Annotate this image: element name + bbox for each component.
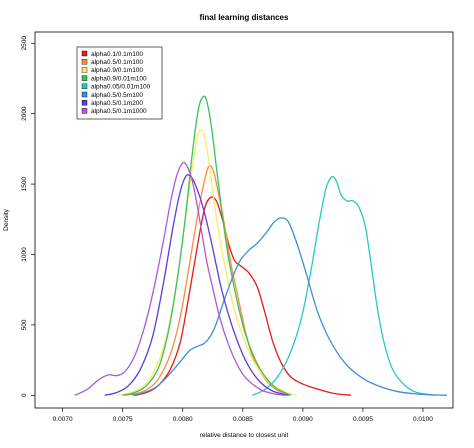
x-axis: 0.0070 0.0075 0.0080 0.0085 0.0090 0.0095 0.01… [53, 408, 433, 423]
legend-label: alpha0.5/0.1m200 [91, 100, 143, 107]
y-tick-label: 2000 [21, 106, 28, 121]
legend-box [76, 46, 163, 120]
legend: alpha0.1/0.1m100alpha0.5/0.1m100alpha0.9… [76, 46, 163, 120]
x-tick-label: 0.0075 [113, 416, 133, 423]
legend-swatch [81, 99, 88, 106]
x-tick-label: 0.0080 [173, 416, 193, 423]
x-tick-label: 0.0090 [293, 416, 313, 423]
legend-swatch [81, 67, 88, 73]
legend-label: alpha0.1/0.1m100 [91, 51, 143, 58]
series-layer [74, 95, 448, 396]
legend-swatch [81, 59, 88, 65]
legend-label: alpha0.9/0.01m100 [91, 75, 147, 82]
y-axis-label: Density [3, 208, 10, 230]
legend-swatch [81, 83, 88, 90]
legend-swatch [81, 75, 88, 81]
series-line-2 [122, 164, 292, 396]
series-line-7 [104, 174, 289, 396]
x-tick-label: 0.0070 [53, 416, 73, 423]
legend-label: alpha0.5/0.1m1000 [91, 108, 147, 115]
legend-swatch [81, 91, 88, 98]
series-line-4 [122, 95, 292, 396]
legend-label: alpha0.9/0.1m100 [91, 67, 143, 74]
y-tick-label: 500 [21, 319, 28, 330]
series-line-3 [116, 129, 298, 396]
legend-label: alpha0.5/0.5m100 [91, 92, 143, 99]
x-tick-label: 0.0100 [413, 416, 433, 423]
series-line-8 [74, 161, 285, 396]
y-axis: 0 500 1000 1500 2000 2500 [21, 36, 35, 397]
legend-swatch [81, 50, 88, 57]
y-tick-label: 2500 [21, 36, 28, 51]
x-tick-label: 0.0095 [353, 416, 373, 423]
series-line-6 [132, 217, 448, 396]
legend-label: alpha0.05/0.01m100 [91, 84, 151, 91]
x-axis-label: relative distance to closest unit [200, 432, 289, 439]
x-tick-label: 0.0085 [233, 416, 253, 423]
series-line-5 [252, 176, 436, 396]
y-tick-label: 1000 [21, 247, 28, 262]
legend-label: alpha0.5/0.1m100 [91, 59, 143, 66]
y-tick-label: 0 [21, 393, 28, 397]
plot-frame [34, 31, 454, 409]
legend-swatch [81, 108, 88, 114]
y-tick-label: 1500 [21, 176, 28, 191]
chart-title: final learning distances [200, 13, 289, 22]
series-line-1 [134, 196, 351, 396]
